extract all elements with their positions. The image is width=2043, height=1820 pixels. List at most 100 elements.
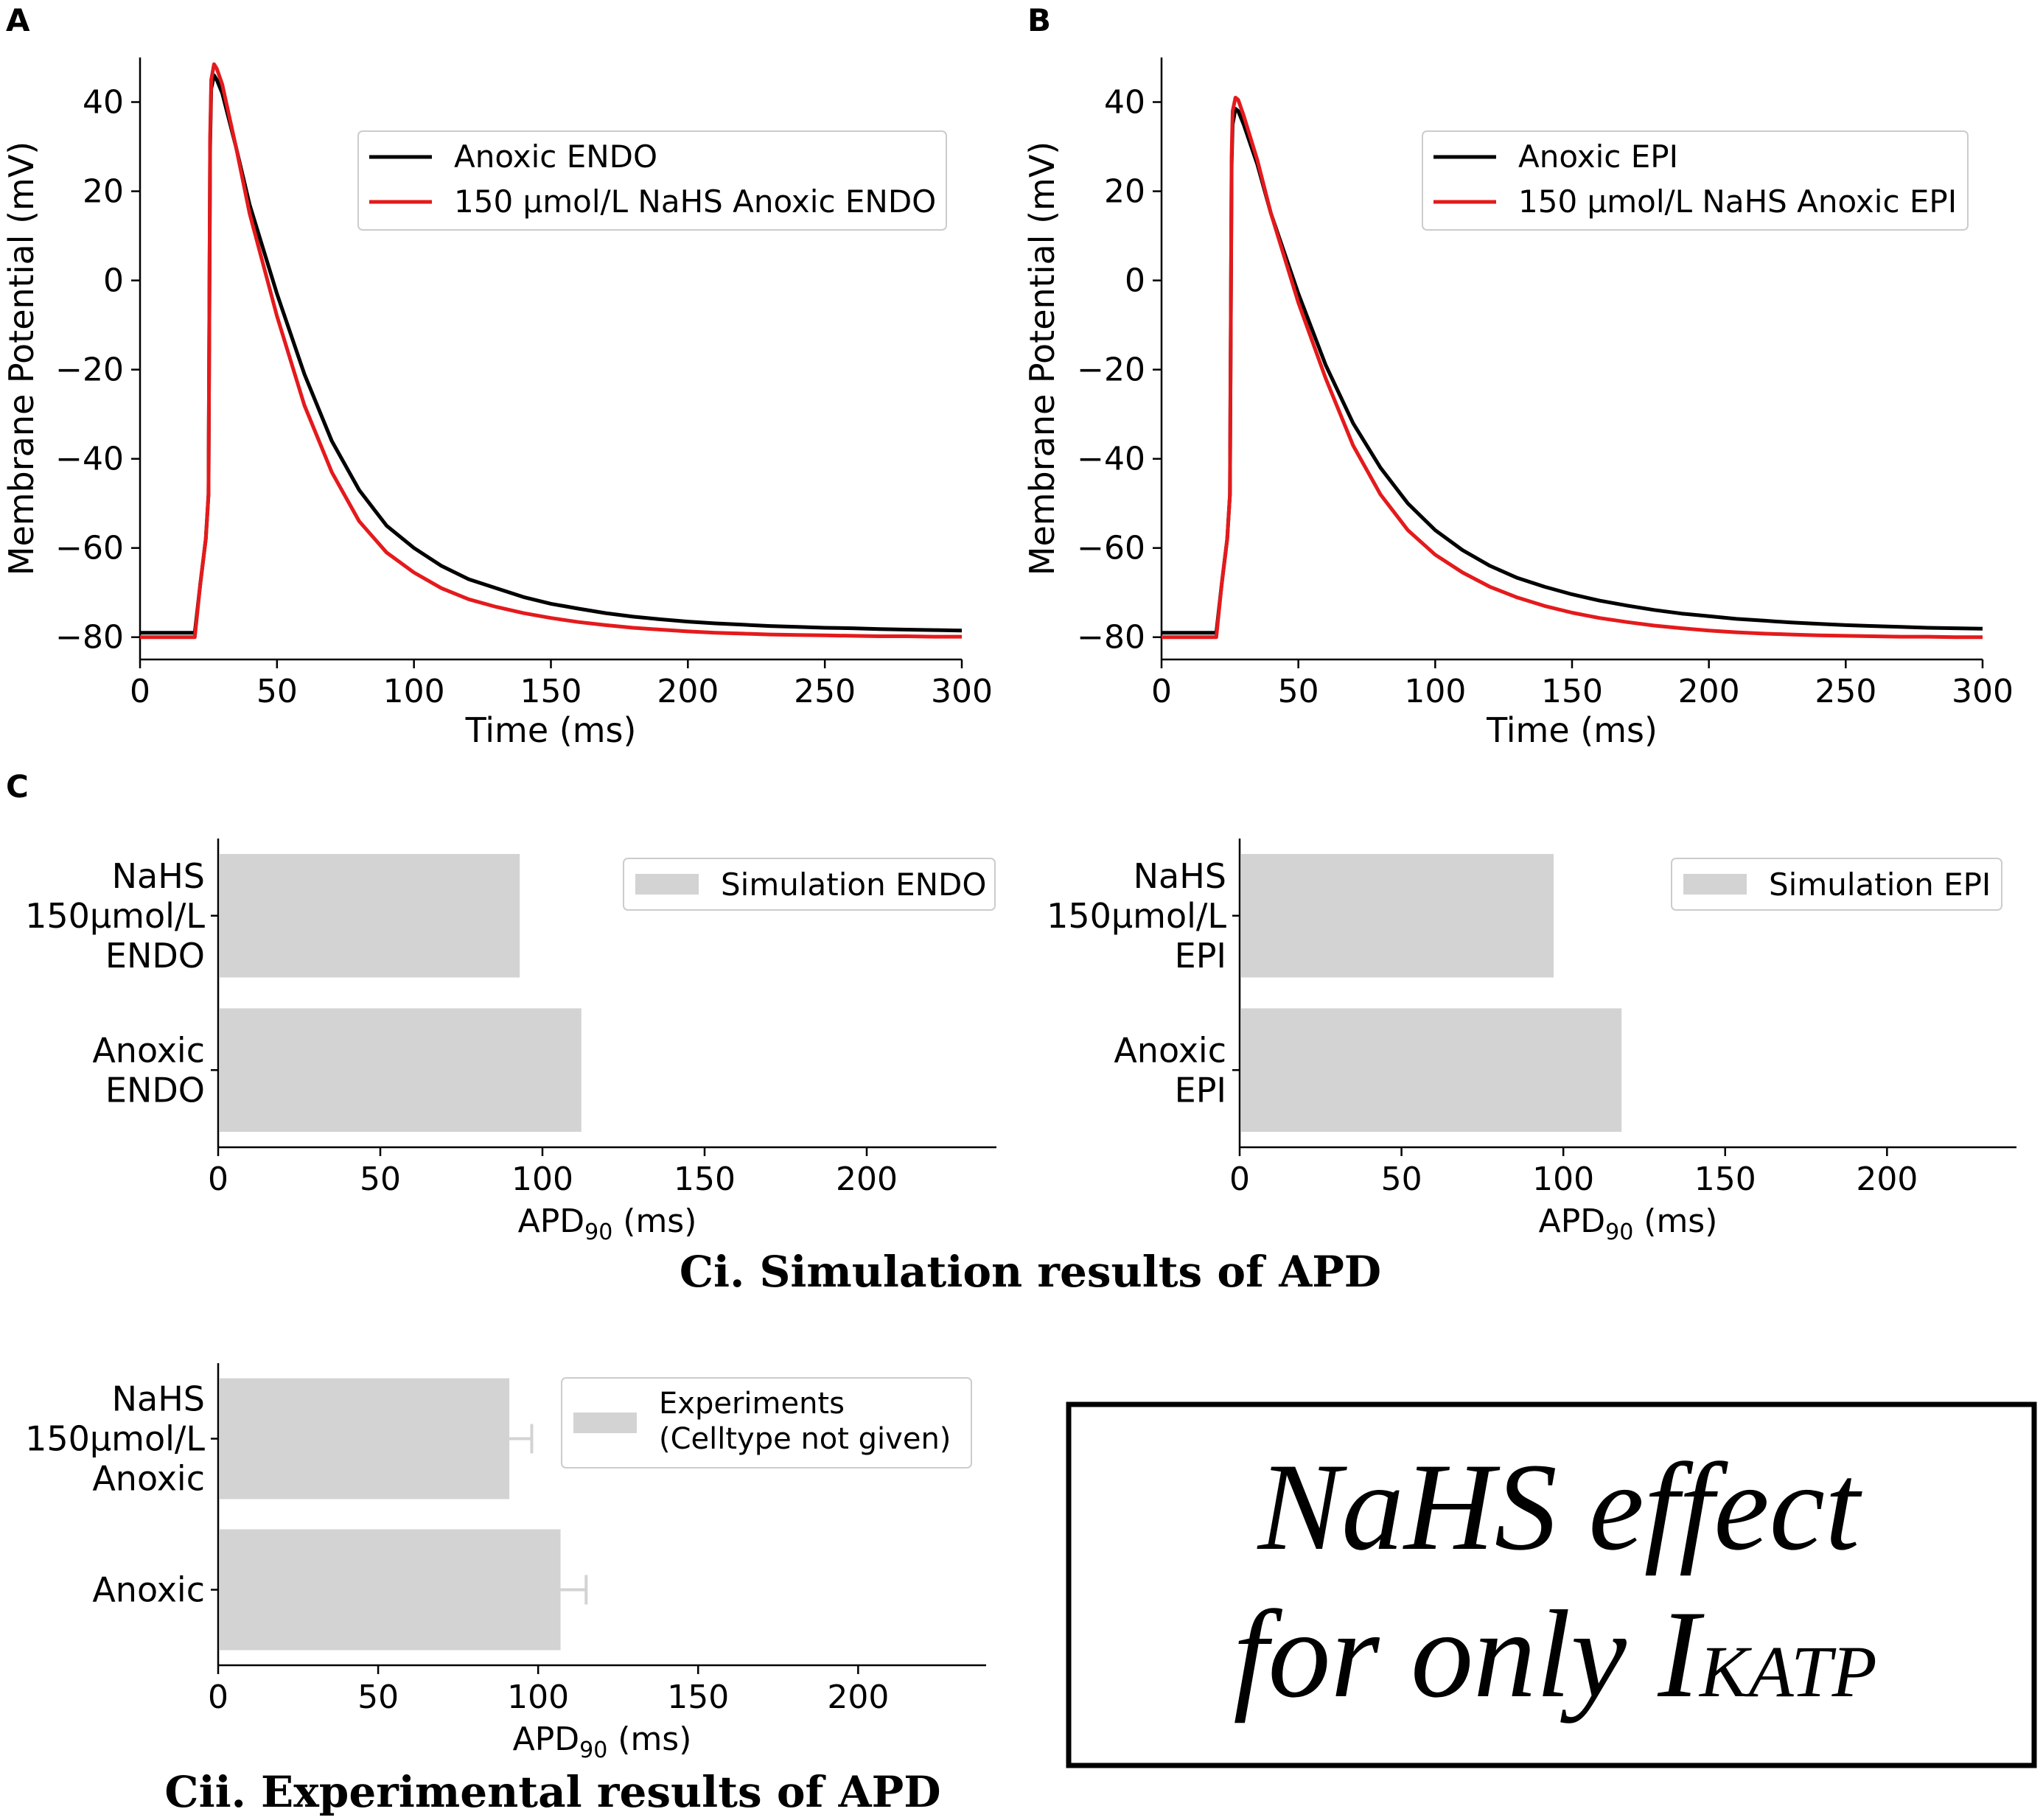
x-tick-label: 250 [794, 673, 856, 710]
x-tick-label: 100 [1532, 1161, 1594, 1198]
panel-label-a: A [6, 2, 30, 38]
x-axis-label: Time (ms) [465, 710, 637, 750]
y-tick-label: 20 [1104, 173, 1145, 211]
panel-label-c: C [6, 769, 29, 805]
y-tick-label: −60 [1077, 530, 1145, 567]
chart-b: 0 50 100 150 200 250 30040200−20−40−60−80Time … [1022, 57, 2014, 750]
category-label: NaHS [112, 1379, 205, 1419]
y-axis-label: Membrane Potential (mV) [1, 141, 41, 576]
y-tick-label: −40 [1077, 441, 1145, 478]
panel-label-b: B [1027, 2, 1051, 38]
x-tick-label: 150 [667, 1679, 729, 1716]
y-tick-label: −60 [55, 530, 124, 567]
note-line-2: for only IKATP [1233, 1585, 1876, 1723]
category-label: 150μmol/L [25, 896, 205, 936]
legend-swatch [635, 874, 699, 895]
y-tick-label: 40 [83, 84, 124, 122]
category-label: Anoxic [92, 1030, 205, 1070]
legend-box [1671, 858, 2002, 911]
x-tick-label: 100 [383, 673, 445, 710]
x-tick-label: 200 [827, 1679, 889, 1716]
y-axis-label: Membrane Potential (mV) [1022, 141, 1062, 576]
legend-swatch [573, 1413, 637, 1433]
x-tick-label: 0 [208, 1161, 228, 1198]
caption-ci: Ci. Simulation results of APD [680, 1247, 1381, 1297]
legend-label: 150 μmol/L NaHS Anoxic EPI [1518, 183, 1957, 220]
x-axis-label: APD90 (ms) [1539, 1203, 1718, 1245]
x-axis-label-main: APD [518, 1203, 585, 1240]
x-tick-label: 200 [1856, 1161, 1918, 1198]
x-tick-label: 50 [1381, 1161, 1422, 1198]
legend-label: Experiments [659, 1387, 845, 1421]
y-tick-label: −20 [55, 351, 124, 389]
category-label: ENDO [105, 936, 205, 976]
note-line-1: NaHS effect [1257, 1438, 1862, 1576]
chart-a: 0 50 100 150 200 250 30040200−20−40−60−80Time … [1, 57, 993, 750]
legend-label: Anoxic EPI [1518, 139, 1678, 175]
x-tick-label: 250 [1815, 673, 1876, 710]
category-label: Anoxic [92, 1570, 205, 1610]
x-tick-label: 50 [360, 1161, 401, 1198]
x-tick-label: 150 [674, 1161, 736, 1198]
category-label: EPI [1175, 936, 1226, 976]
y-tick-label: 20 [83, 173, 124, 211]
note-box [1066, 1401, 2037, 1768]
x-tick-label: 50 [1278, 673, 1319, 710]
category-label: EPI [1175, 1070, 1226, 1110]
x-axis-label-unit: (ms) [607, 1721, 691, 1758]
bar [220, 853, 520, 978]
x-tick-label: 200 [836, 1161, 898, 1198]
y-tick-label: −40 [55, 441, 124, 478]
x-tick-label: 150 [1541, 673, 1603, 710]
x-tick-label: 0 [1151, 673, 1172, 710]
series-line-red [1162, 96, 1983, 640]
caption-cii: Cii. Experimental results of APD [164, 1767, 940, 1817]
x-tick-label: 150 [1694, 1161, 1756, 1198]
y-tick-label: 0 [103, 262, 124, 300]
x-tick-label: 100 [1404, 673, 1466, 710]
legend-box [561, 1377, 972, 1469]
y-tick-label: 0 [1125, 262, 1145, 300]
x-axis-label: APD90 (ms) [513, 1721, 692, 1763]
category-label: Anoxic [1114, 1030, 1226, 1070]
x-axis-label-sub: 90 [1605, 1219, 1633, 1245]
bar [1241, 1008, 1622, 1133]
x-tick-label: 50 [357, 1679, 399, 1716]
x-tick-label: 0 [1229, 1161, 1250, 1198]
legend-label: Simulation ENDO [721, 867, 986, 903]
legend-label: 150 μmol/L NaHS Anoxic ENDO [454, 183, 936, 220]
y-tick-label: −80 [1077, 619, 1145, 657]
category-label: Anoxic [92, 1459, 205, 1499]
legend-label: Anoxic ENDO [454, 139, 657, 175]
legend-box [357, 130, 947, 231]
bar [220, 1008, 582, 1133]
x-tick-label: 200 [657, 673, 719, 710]
bar [1241, 853, 1554, 978]
x-tick-label: 200 [1678, 673, 1740, 710]
x-tick-label: 100 [507, 1679, 569, 1716]
x-axis-label-main: APD [513, 1721, 580, 1758]
x-tick-label: 300 [931, 673, 993, 710]
x-axis-label: Time (ms) [1486, 710, 1658, 750]
x-tick-label: 100 [511, 1161, 573, 1198]
x-axis-label-unit: (ms) [1633, 1203, 1717, 1240]
bar [220, 1529, 561, 1651]
series-line-red [140, 62, 962, 640]
y-tick-label: 40 [1104, 84, 1145, 122]
x-tick-label: 0 [208, 1679, 228, 1716]
x-axis-label: APD90 (ms) [518, 1203, 697, 1245]
note-line-2-subscript: KATP [1698, 1631, 1877, 1712]
y-tick-label: −20 [1077, 351, 1145, 389]
category-label: NaHS [1134, 856, 1226, 896]
x-tick-label: 0 [130, 673, 150, 710]
legend-box [623, 858, 996, 911]
x-axis-label-main: APD [1539, 1203, 1606, 1240]
y-tick-label: −80 [55, 619, 124, 657]
category-label: 150μmol/L [25, 1419, 205, 1459]
legend-swatch [1683, 874, 1747, 895]
x-tick-label: 50 [256, 673, 298, 710]
